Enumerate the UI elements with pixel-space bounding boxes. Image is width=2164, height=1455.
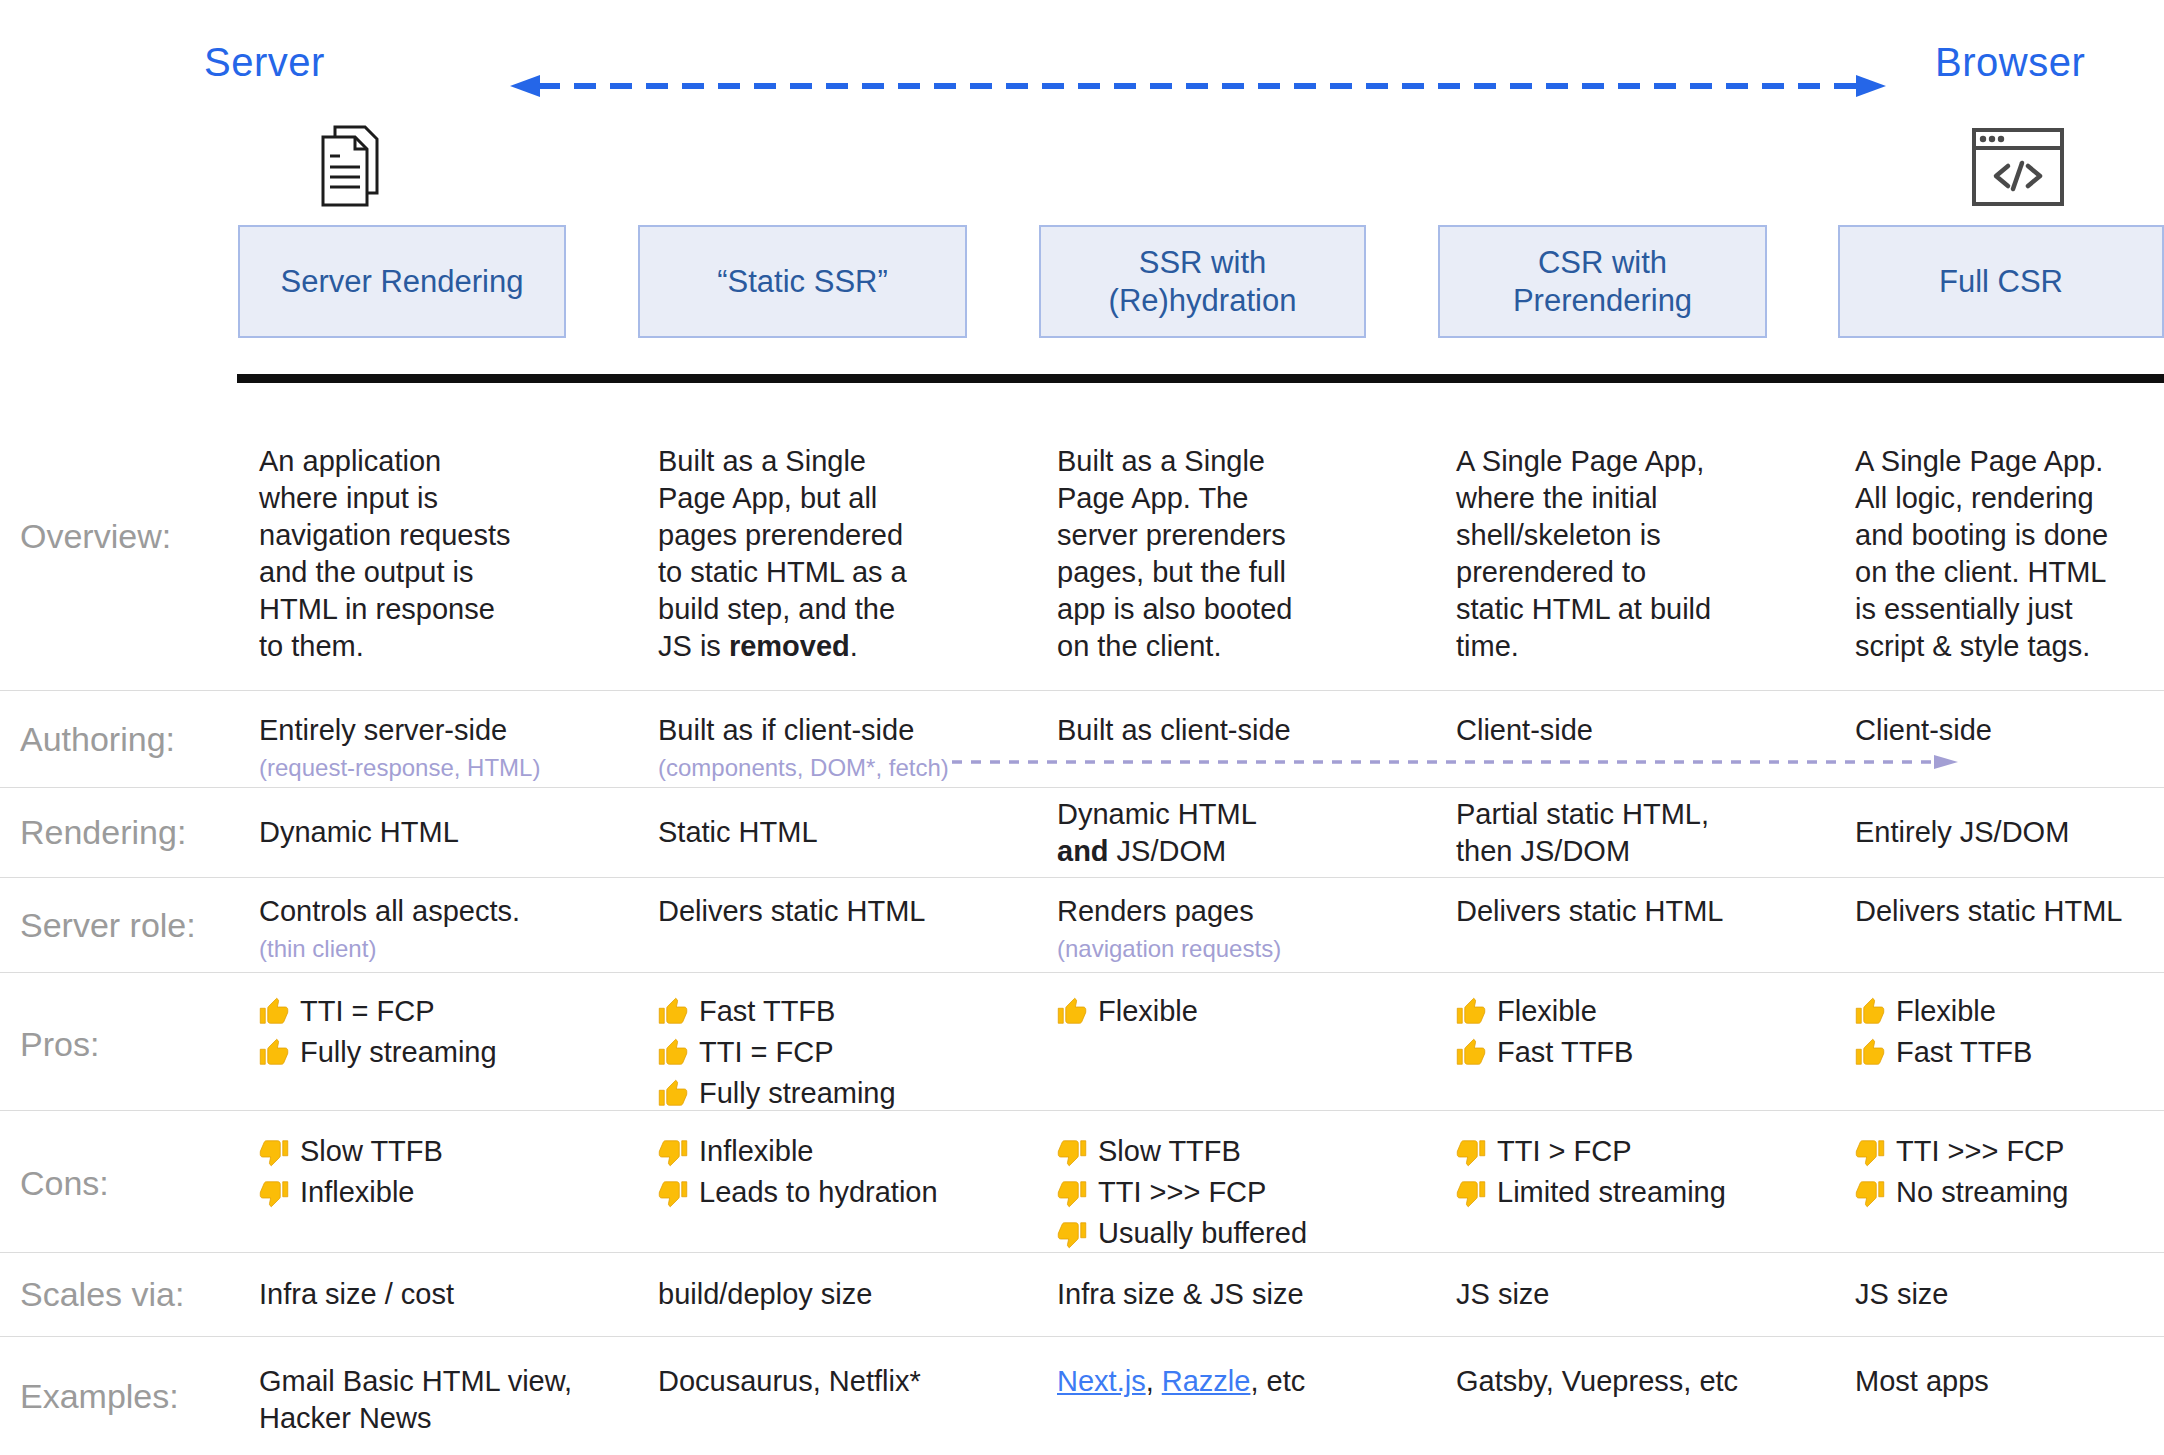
server-browser-arrow-icon (508, 72, 1888, 100)
server-documents-icon (318, 124, 382, 208)
cons-static-ssr: Inflexible Leads to hydration (658, 1111, 1057, 1256)
comparison-table: Overview: An application where input is … (0, 383, 2164, 1455)
server-role-note: (navigation requests) (1057, 933, 1406, 964)
thumbs-down-icon (259, 1178, 289, 1208)
rendering-comparison-diagram: Server Browser Server Rendering “Static … (0, 0, 2164, 1455)
header-divider-bar (237, 374, 2164, 383)
pros-csr-prerendering: Flexible Fast TTFB (1456, 973, 1855, 1116)
row-pros: Pros: TTI = FCP Fully streaming Fast TTF… (0, 972, 2164, 1110)
scales-csr-prerendering: JS size (1456, 1276, 1855, 1313)
overview-server-rendering: An application where input is navigation… (259, 383, 658, 690)
thumbs-down-icon (1456, 1137, 1486, 1167)
server-role-full-csr: Delivers static HTML (1855, 878, 2164, 972)
scales-server-rendering: Infra size / cost (259, 1276, 658, 1313)
thumbs-down-icon (259, 1137, 289, 1167)
server-role-static-ssr: Delivers static HTML (658, 878, 1057, 972)
authoring-note: (request-response, HTML) (259, 752, 608, 783)
thumbs-up-icon (1057, 997, 1087, 1027)
column-header-csr-prerendering: CSR with Prerendering (1438, 225, 1767, 338)
thumbs-down-icon (1456, 1178, 1486, 1208)
thumbs-down-icon (658, 1137, 688, 1167)
thumbs-up-icon (658, 1079, 688, 1109)
authoring-static-ssr: Built as if client-side(components, DOM*… (658, 691, 1057, 787)
row-label-server-role: Server role: (0, 878, 259, 972)
rendering-server-rendering: Dynamic HTML (259, 814, 658, 851)
rendering-static-ssr: Static HTML (658, 814, 1057, 851)
row-label-cons: Cons: (0, 1111, 259, 1256)
authoring-server-rendering: Entirely server-side(request-response, H… (259, 691, 658, 787)
overview-ssr-rehydration: Built as a Single Page App. The server p… (1057, 383, 1456, 690)
scales-static-ssr: build/deploy size (658, 1276, 1057, 1313)
row-label-overview: Overview: (0, 383, 259, 690)
thumbs-down-icon (1057, 1178, 1087, 1208)
overview-full-csr: A Single Page App. All logic, rendering … (1855, 383, 2164, 690)
row-label-rendering: Rendering: (0, 788, 259, 877)
thumbs-up-icon (1855, 1038, 1885, 1068)
server-role-note: (thin client) (259, 933, 608, 964)
row-label-authoring: Authoring: (0, 691, 259, 787)
browser-axis-label: Browser (1935, 40, 2085, 85)
server-role-server-rendering: Controls all aspects.(thin client) (259, 878, 658, 972)
row-cons: Cons: Slow TTFB Inflexible Inflexible Le… (0, 1110, 2164, 1252)
cons-server-rendering: Slow TTFB Inflexible (259, 1111, 658, 1256)
examples-server-rendering: Gmail Basic HTML view, Hacker News (259, 1337, 658, 1455)
overview-csr-prerendering: A Single Page App, where the initial she… (1456, 383, 1855, 690)
thumbs-down-icon (1057, 1137, 1087, 1167)
row-scales-via: Scales via: Infra size / cost build/depl… (0, 1252, 2164, 1336)
thumbs-down-icon (1855, 1178, 1885, 1208)
rendering-bold-and: and (1057, 835, 1109, 867)
nextjs-link[interactable]: Next.js (1057, 1365, 1146, 1397)
thumbs-down-icon (1057, 1219, 1087, 1249)
thumbs-up-icon (658, 1038, 688, 1068)
thumbs-up-icon (1855, 997, 1885, 1027)
authoring-csr-prerendering: Client-side (1456, 691, 1855, 787)
examples-full-csr: Most apps (1855, 1337, 2164, 1455)
rendering-ssr-rehydration: Dynamic HTMLand JS/DOM (1057, 796, 1456, 870)
server-role-ssr-rehydration: Renders pages(navigation requests) (1057, 878, 1456, 972)
pros-full-csr: Flexible Fast TTFB (1855, 973, 2164, 1116)
examples-static-ssr: Docusaurus, Netflix* (658, 1337, 1057, 1455)
cons-csr-prerendering: TTI > FCP Limited streaming (1456, 1111, 1855, 1256)
scales-ssr-rehydration: Infra size & JS size (1057, 1276, 1456, 1313)
row-label-examples: Examples: (0, 1337, 259, 1455)
row-overview: Overview: An application where input is … (0, 383, 2164, 690)
scales-full-csr: JS size (1855, 1276, 2164, 1313)
column-header-ssr-rehydration: SSR with (Re)hydration (1039, 225, 1366, 338)
row-rendering: Rendering: Dynamic HTML Static HTML Dyna… (0, 787, 2164, 877)
row-server-role: Server role: Controls all aspects.(thin … (0, 877, 2164, 972)
pros-server-rendering: TTI = FCP Fully streaming (259, 973, 658, 1116)
cons-full-csr: TTI >>> FCP No streaming (1855, 1111, 2164, 1256)
column-header-full-csr: Full CSR (1838, 225, 2164, 338)
thumbs-up-icon (259, 997, 289, 1027)
rendering-csr-prerendering: Partial static HTML, then JS/DOM (1456, 796, 1855, 870)
cons-ssr-rehydration: Slow TTFB TTI >>> FCP Usually buffered (1057, 1111, 1456, 1256)
row-label-pros: Pros: (0, 973, 259, 1116)
thumbs-down-icon (1855, 1137, 1885, 1167)
authoring-client-side-arrow-icon (950, 753, 1960, 771)
row-label-scales-via: Scales via: (0, 1253, 259, 1336)
overview-static-ssr: Built as a Single Page App, but all page… (658, 383, 1057, 690)
rendering-full-csr: Entirely JS/DOM (1855, 814, 2164, 851)
browser-window-icon (1972, 128, 2064, 206)
overview-bold-removed: removed (729, 630, 850, 662)
authoring-ssr-rehydration: Built as client-side (1057, 691, 1456, 787)
examples-csr-prerendering: Gatsby, Vuepress, etc (1456, 1337, 1855, 1455)
column-header-server-rendering: Server Rendering (238, 225, 566, 338)
thumbs-up-icon (1456, 1038, 1486, 1068)
row-authoring: Authoring: Entirely server-side(request-… (0, 690, 2164, 787)
thumbs-down-icon (658, 1178, 688, 1208)
row-examples: Examples: Gmail Basic HTML view, Hacker … (0, 1336, 2164, 1455)
column-header-static-ssr: “Static SSR” (638, 225, 967, 338)
server-axis-label: Server (204, 40, 325, 85)
pros-ssr-rehydration: Flexible (1057, 973, 1456, 1116)
razzle-link[interactable]: Razzle (1162, 1365, 1251, 1397)
examples-ssr-rehydration: Next.js, Razzle, etc (1057, 1337, 1456, 1455)
pros-static-ssr: Fast TTFB TTI = FCP Fully streaming (658, 973, 1057, 1116)
thumbs-up-icon (658, 997, 688, 1027)
server-role-csr-prerendering: Delivers static HTML (1456, 878, 1855, 972)
authoring-full-csr: Client-side (1855, 691, 2164, 787)
thumbs-up-icon (1456, 997, 1486, 1027)
thumbs-up-icon (259, 1038, 289, 1068)
